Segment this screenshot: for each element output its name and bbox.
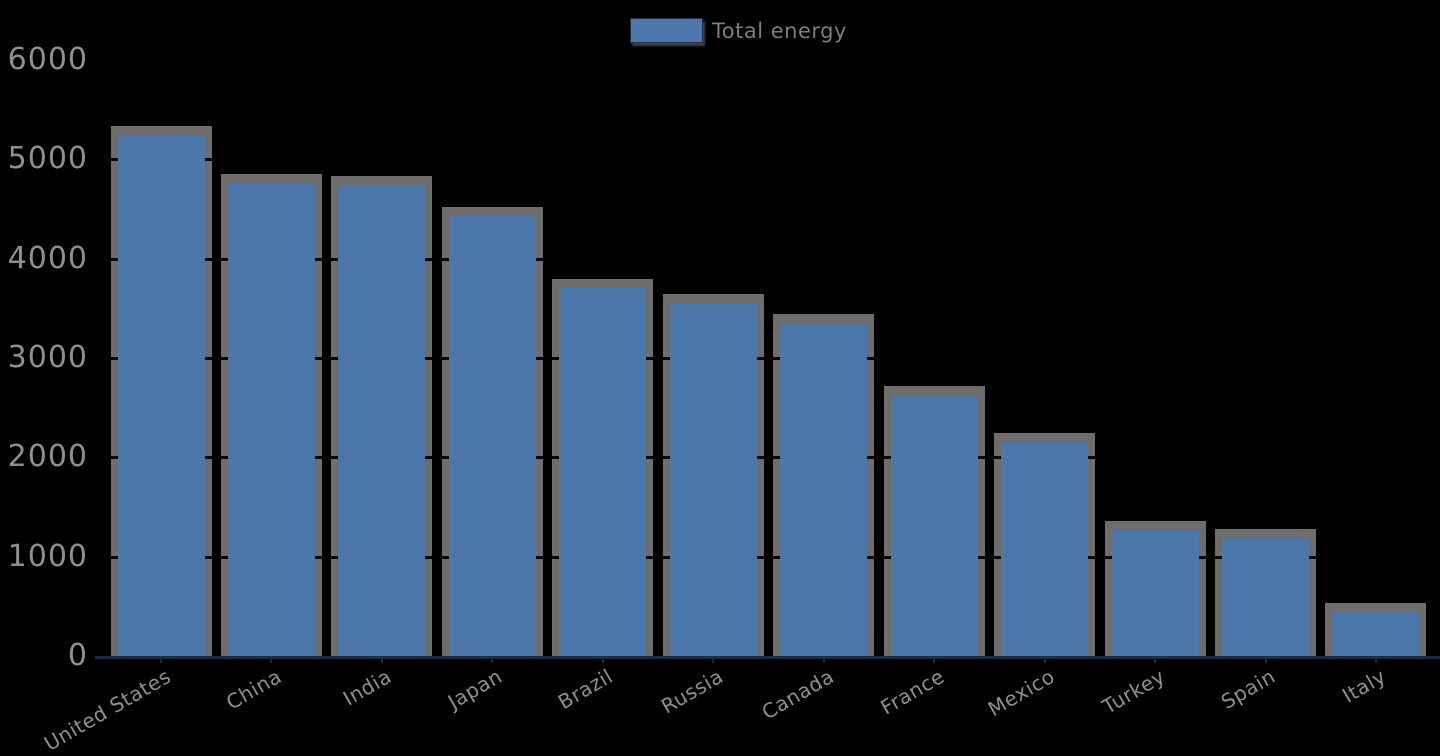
bar xyxy=(1111,529,1199,656)
bar xyxy=(1001,442,1089,656)
bar xyxy=(1222,537,1309,656)
y-axis-tick-label: 0 xyxy=(67,638,88,673)
gridline xyxy=(95,158,1440,162)
x-axis-tick-mark xyxy=(160,657,162,663)
x-axis-tick-label: Italy xyxy=(1338,664,1390,708)
gridline xyxy=(95,357,1440,360)
bar xyxy=(780,323,868,656)
bar xyxy=(1332,612,1420,656)
bar xyxy=(669,303,757,656)
x-axis-tick-mark xyxy=(1264,657,1267,663)
bar-chart: Total energy 0 1000 2000 3000 4000 5000 6000 Un… xyxy=(7,18,1440,756)
x-axis-tick-mark xyxy=(712,657,715,663)
x-axis-tick-mark xyxy=(822,657,825,663)
x-axis-tick-mark xyxy=(933,657,936,663)
bar xyxy=(890,394,978,656)
x-axis-tick-mark xyxy=(270,657,273,663)
x-axis-tick-mark xyxy=(491,657,494,663)
x-axis-tick-mark xyxy=(380,657,383,663)
bar xyxy=(117,134,205,656)
bar xyxy=(448,215,536,656)
y-axis-tick-label: 3000 xyxy=(7,340,88,375)
gridline xyxy=(95,59,1440,62)
x-axis-tick-label: India xyxy=(339,664,396,711)
gridline xyxy=(95,555,1440,559)
y-axis-tick-label: 6000 xyxy=(7,42,88,77)
x-axis-tick-label: Turkey xyxy=(1098,664,1170,719)
y-axis-tick-label: 4000 xyxy=(7,240,88,276)
bar xyxy=(559,288,647,656)
x-axis-line xyxy=(95,656,1440,659)
x-axis-tick-label: United States xyxy=(40,664,175,756)
x-axis-tick-label: Brazil xyxy=(553,664,617,715)
x-axis-tick-mark xyxy=(1374,657,1377,663)
bar xyxy=(338,185,426,656)
y-axis-tick-label: 5000 xyxy=(7,141,88,177)
bar xyxy=(227,183,315,656)
y-axis-tick-label: 2000 xyxy=(7,439,88,475)
x-axis-tick-label: Japan xyxy=(443,664,507,714)
legend: Total energy xyxy=(630,18,847,43)
x-axis-tick-mark xyxy=(1154,657,1157,663)
legend-label: Total energy xyxy=(712,18,847,43)
x-axis-tick-label: China xyxy=(221,664,286,715)
x-axis-tick-mark xyxy=(1043,657,1046,663)
x-axis-tick-label: France xyxy=(875,664,949,720)
gridline xyxy=(95,456,1440,460)
legend-color-swatch xyxy=(630,18,703,43)
gridline xyxy=(95,257,1440,261)
x-axis-tick-mark xyxy=(601,657,604,663)
x-axis-tick-label: Canada xyxy=(757,664,838,725)
x-axis-tick-label: Russia xyxy=(656,664,728,719)
x-axis-tick-label: Mexico xyxy=(983,664,1059,722)
x-axis-tick-label: Spain xyxy=(1216,664,1280,714)
y-axis-tick-label: 1000 xyxy=(7,538,88,574)
